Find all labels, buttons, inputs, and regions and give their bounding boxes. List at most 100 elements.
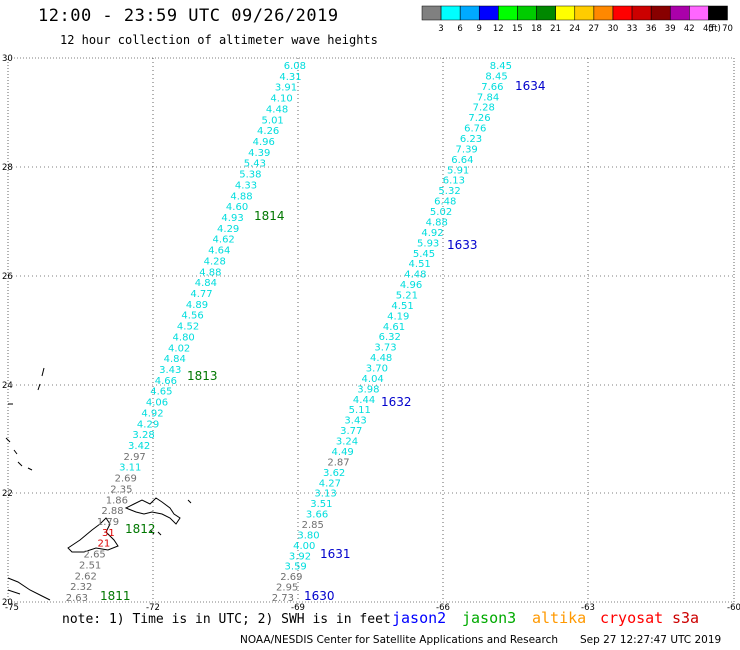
swh-value: 4.96 <box>253 137 275 148</box>
swh-value: 3.43 <box>344 416 366 427</box>
swh-value: 5.91 <box>447 165 469 176</box>
swh-value: 2.95 <box>276 583 298 594</box>
swh-value: 4.39 <box>248 148 270 159</box>
legend-label: 6 <box>457 24 462 34</box>
swh-value: 4.52 <box>177 322 199 333</box>
generated-timestamp: Sep 27 12:27:47 UTC 2019 <box>580 634 722 646</box>
swh-value: 4.84 <box>195 278 217 289</box>
swh-value: 4.88 <box>199 267 221 278</box>
legend-swatch <box>708 5 728 21</box>
bahamas-islands <box>5 367 45 471</box>
swh-value: 7.66 <box>481 82 503 93</box>
legend-label: 39 <box>665 24 676 34</box>
page-title: 12:00 - 23:59 UTC 09/26/2019 <box>38 6 339 26</box>
legend-swatch <box>536 5 556 21</box>
swh-value: 3.13 <box>314 489 336 500</box>
legend-label: 12 <box>493 24 504 34</box>
swh-value: 5.43 <box>244 159 266 170</box>
satellite-jason2: jason2 <box>392 609 447 627</box>
swh-value: 4.29 <box>137 419 159 430</box>
lat-tick-label: 28 <box>2 163 13 173</box>
swh-value: 5.02 <box>430 207 452 218</box>
legend-label: 30 <box>607 24 618 34</box>
swh-value: 6.32 <box>379 332 401 343</box>
swh-value: 4.51 <box>409 259 431 270</box>
swh-value: 4.48 <box>266 104 288 115</box>
lat-tick-label: 20 <box>2 598 13 608</box>
swh-value: 4.93 <box>221 213 243 224</box>
swh-value: 3.80 <box>297 530 319 541</box>
legend-swatch <box>612 5 633 21</box>
legend-label: 9 <box>476 24 481 34</box>
swh-value: 4.00 <box>293 541 315 552</box>
swh-value: 2.62 <box>75 571 97 582</box>
credit-line: NOAA/NESDIS Center for Satellite Applica… <box>240 634 558 646</box>
land-outlines <box>5 367 192 601</box>
satellite-s3a: s3a <box>672 609 700 627</box>
lat-tick-label: 26 <box>2 272 13 282</box>
swh-value: 2.65 <box>84 550 106 561</box>
pass-time-label: 1633 <box>447 238 478 252</box>
swh-value: 4.64 <box>208 246 230 257</box>
legend-label: 18 <box>531 24 542 34</box>
swh-value: 4.62 <box>213 235 235 246</box>
swh-value: 2.87 <box>327 457 349 468</box>
pass-time-label: 1813 <box>187 369 218 383</box>
swh-value: 4.48 <box>370 353 392 364</box>
swh-value: 7.28 <box>473 103 495 114</box>
swh-value: 2.97 <box>124 452 146 463</box>
map-grid <box>8 58 734 602</box>
swh-value: 5.93 <box>417 238 439 249</box>
legend-swatch <box>498 5 518 21</box>
legend-swatch <box>459 5 480 21</box>
swh-value: 3.92 <box>289 551 311 562</box>
swh-value: 2.69 <box>115 474 137 485</box>
swh-value: 5.21 <box>396 291 418 302</box>
swh-value: 7.84 <box>477 92 499 103</box>
swh-value: 3.70 <box>366 364 388 375</box>
small-islands <box>149 499 192 536</box>
swh-value: 4.31 <box>279 72 301 83</box>
page-subtitle: 12 hour collection of altimeter wave hei… <box>60 33 378 47</box>
turks-caicos-islands <box>124 497 181 525</box>
swh-value: 2.63 <box>66 593 88 604</box>
swh-value: 4.26 <box>257 126 279 137</box>
swh-value: 3.24 <box>336 437 358 448</box>
swh-value: 6.13 <box>443 176 465 187</box>
swh-value: 7.26 <box>468 113 490 124</box>
swh-value: 3.28 <box>132 430 154 441</box>
legend-swatch <box>650 5 671 21</box>
swh-value: 3.59 <box>285 562 307 573</box>
swh-value: 4.84 <box>164 354 186 365</box>
swh-value: 6.76 <box>464 124 486 135</box>
legend-swatch <box>479 5 499 21</box>
swh-value: 3.73 <box>374 343 396 354</box>
swh-value: 2.88 <box>101 506 123 517</box>
legend-label: 27 <box>588 24 599 34</box>
swh-value: 5.38 <box>239 170 261 181</box>
swh-value: 6.08 <box>284 61 306 72</box>
swh-value: 8.45 <box>490 61 512 72</box>
swh-value: 3.43 <box>159 365 181 376</box>
swh-value: 21 <box>97 539 110 550</box>
swh-value: 4.27 <box>319 478 341 489</box>
legend-swatch <box>574 5 595 21</box>
swh-value: 4.19 <box>387 311 409 322</box>
swh-value: 4.88 <box>426 218 448 229</box>
units-note: note: 1) Time is in UTC; 2) SWH is in fe… <box>62 612 391 627</box>
swh-value: 4.29 <box>217 224 239 235</box>
swh-value: 4.88 <box>230 191 252 202</box>
swh-value: 3.42 <box>128 441 150 452</box>
satellite-cryosat: cryosat <box>600 609 664 627</box>
cuba-coast <box>7 577 51 601</box>
swh-value: 2.85 <box>302 520 324 531</box>
swh-value: 3.11 <box>119 463 141 474</box>
swh-value: 4.60 <box>226 202 248 213</box>
map-frame <box>7 57 735 603</box>
swh-value: 3.62 <box>323 468 345 479</box>
pass-time-labels: 1634 1633 1632 1631 1630 1814 1813 1812 1811 <box>100 79 546 603</box>
swh-value: 4.92 <box>141 408 163 419</box>
swh-value: 4.48 <box>404 270 426 281</box>
swh-value: 1.79 <box>97 517 119 528</box>
lon-tick-label: -69 <box>291 603 305 613</box>
